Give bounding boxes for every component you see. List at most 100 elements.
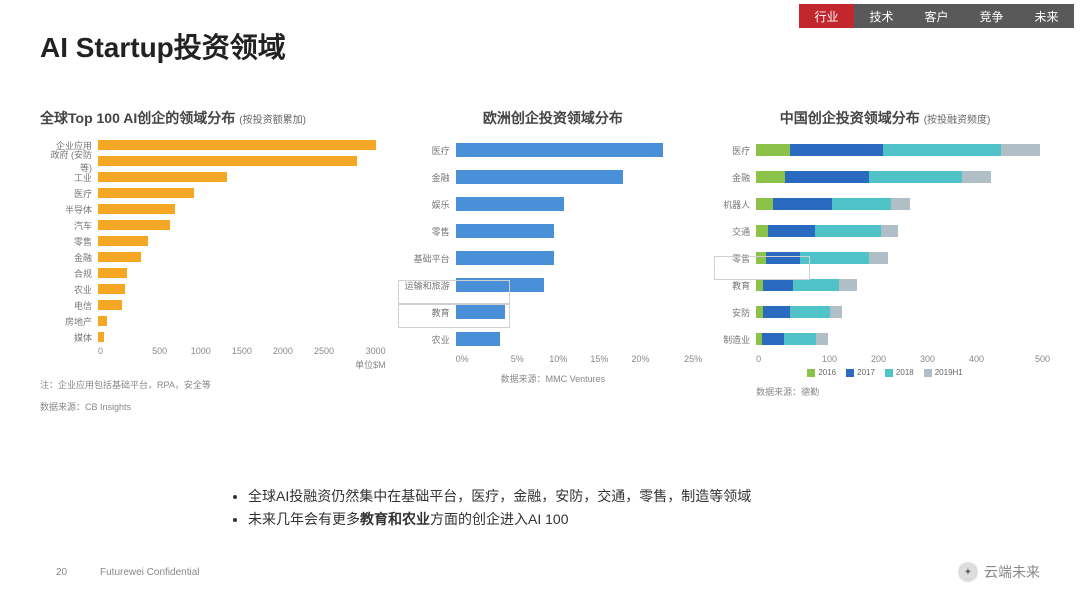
axis-tick: 400 (952, 354, 1001, 364)
charts-row: 全球Top 100 AI创企的领域分布(按投资额累加) 企业应用政府 (安防等)… (40, 108, 1050, 413)
bar (98, 268, 127, 278)
bullet-item: 未来几年会有更多教育和农业方面的创企进入AI 100 (248, 508, 1020, 530)
bar-track (98, 220, 386, 230)
bar-row: 安防 (720, 300, 1050, 324)
bar-track (456, 143, 702, 157)
bar-segment (830, 306, 842, 318)
legend-swatch (846, 369, 854, 377)
bar-track (756, 252, 1050, 264)
bar-segment (790, 306, 829, 318)
bar-track (98, 204, 386, 214)
bar-label: 教育 (404, 306, 456, 319)
tab-未来[interactable]: 未来 (1019, 4, 1074, 28)
axis-tick: 10% (538, 354, 579, 364)
bar-track (98, 268, 386, 278)
chart-china: 中国创企投资领域分布(按投融资频度) 医疗金融机器人交通零售教育安防制造业 01… (720, 108, 1050, 413)
chart1-title: 全球Top 100 AI创企的领域分布(按投资额累加) (40, 108, 386, 128)
bar-track (98, 252, 386, 262)
bar (456, 278, 545, 292)
axis-tick: 15% (579, 354, 620, 364)
tab-行业[interactable]: 行业 (799, 4, 854, 28)
bar-segment (891, 198, 911, 210)
legend-swatch (807, 369, 815, 377)
bar-segment (766, 252, 800, 264)
bar-row: 机器人 (720, 192, 1050, 216)
bar-row: 半导体 (40, 202, 386, 216)
bar-row: 制造业 (720, 327, 1050, 351)
bar-label: 教育 (720, 279, 756, 292)
bar-segment (815, 225, 881, 237)
bar-label: 房地产 (40, 315, 98, 328)
chart1-source: 数据来源：CB Insights (40, 400, 386, 413)
bar-segment (756, 171, 785, 183)
summary-bullets: 全球AI投融资仍然集中在基础平台，医疗，金融，安防，交通，零售，制造等领域未来几… (230, 485, 1020, 530)
bar-label: 合规 (40, 267, 98, 280)
page-title: AI Startup投资领域 (40, 26, 286, 66)
tab-客户[interactable]: 客户 (909, 4, 964, 28)
bar-track (98, 156, 386, 166)
legend-item: 2019H1 (924, 368, 963, 377)
bar-segment (773, 198, 832, 210)
bar-track (756, 171, 1050, 183)
legend-item: 2017 (846, 368, 875, 377)
watermark: ✦ 云端未来 (958, 562, 1040, 582)
bar-segment (869, 171, 962, 183)
bar (98, 284, 125, 294)
bar-row: 金融 (40, 250, 386, 264)
bar-row: 金融 (720, 165, 1050, 189)
chart2-title: 欧洲创企投资领域分布 (404, 108, 702, 128)
footer-confidential: Futurewei Confidential (100, 567, 200, 578)
bar-segment (790, 144, 883, 156)
bar-label: 零售 (404, 225, 456, 238)
legend-label: 2017 (857, 368, 875, 377)
tab-技术[interactable]: 技术 (854, 4, 909, 28)
legend-swatch (885, 369, 893, 377)
wechat-icon: ✦ (958, 562, 978, 582)
bar (98, 188, 194, 198)
bar-track (456, 251, 702, 265)
bar (98, 236, 148, 246)
bar-segment (869, 252, 889, 264)
bar-segment (881, 225, 898, 237)
bar-row: 零售 (40, 234, 386, 248)
bar-row: 零售 (720, 246, 1050, 270)
tab-竞争[interactable]: 竞争 (964, 4, 1019, 28)
bar (98, 252, 141, 262)
legend-item: 2018 (885, 368, 914, 377)
bar (456, 197, 564, 211)
bar-track (456, 224, 702, 238)
bar-label: 汽车 (40, 219, 98, 232)
bar-track (98, 332, 386, 342)
bar-segment (832, 198, 891, 210)
bar (456, 305, 505, 319)
bar (98, 140, 376, 150)
bar-row: 金融 (404, 165, 702, 189)
bar-segment (793, 279, 840, 291)
bar-segment (763, 306, 790, 318)
axis-tick: 0 (98, 346, 139, 356)
bar (456, 143, 663, 157)
bar-segment (763, 279, 792, 291)
axis-tick: 0 (756, 354, 805, 364)
bar-track (756, 279, 1050, 291)
bar (456, 251, 555, 265)
bar-track (456, 197, 702, 211)
bar-row: 交通 (720, 219, 1050, 243)
chart3-plot: 医疗金融机器人交通零售教育安防制造业 (720, 138, 1050, 351)
stacked-bar (756, 252, 1050, 264)
bar-row: 电信 (40, 298, 386, 312)
bar (456, 170, 624, 184)
axis-tick: 20% (620, 354, 661, 364)
bar-segment (816, 333, 828, 345)
legend-swatch (924, 369, 932, 377)
bar-row: 政府 (安防等) (40, 154, 386, 168)
chart-global-top100: 全球Top 100 AI创企的领域分布(按投资额累加) 企业应用政府 (安防等)… (40, 108, 386, 413)
bar-label: 媒体 (40, 331, 98, 344)
bar-track (98, 316, 386, 326)
bar-segment (756, 198, 773, 210)
axis-tick: 3000 (345, 346, 386, 356)
bar-track (98, 300, 386, 310)
bar-track (98, 284, 386, 294)
bar (98, 332, 104, 342)
bar-row: 娱乐 (404, 192, 702, 216)
